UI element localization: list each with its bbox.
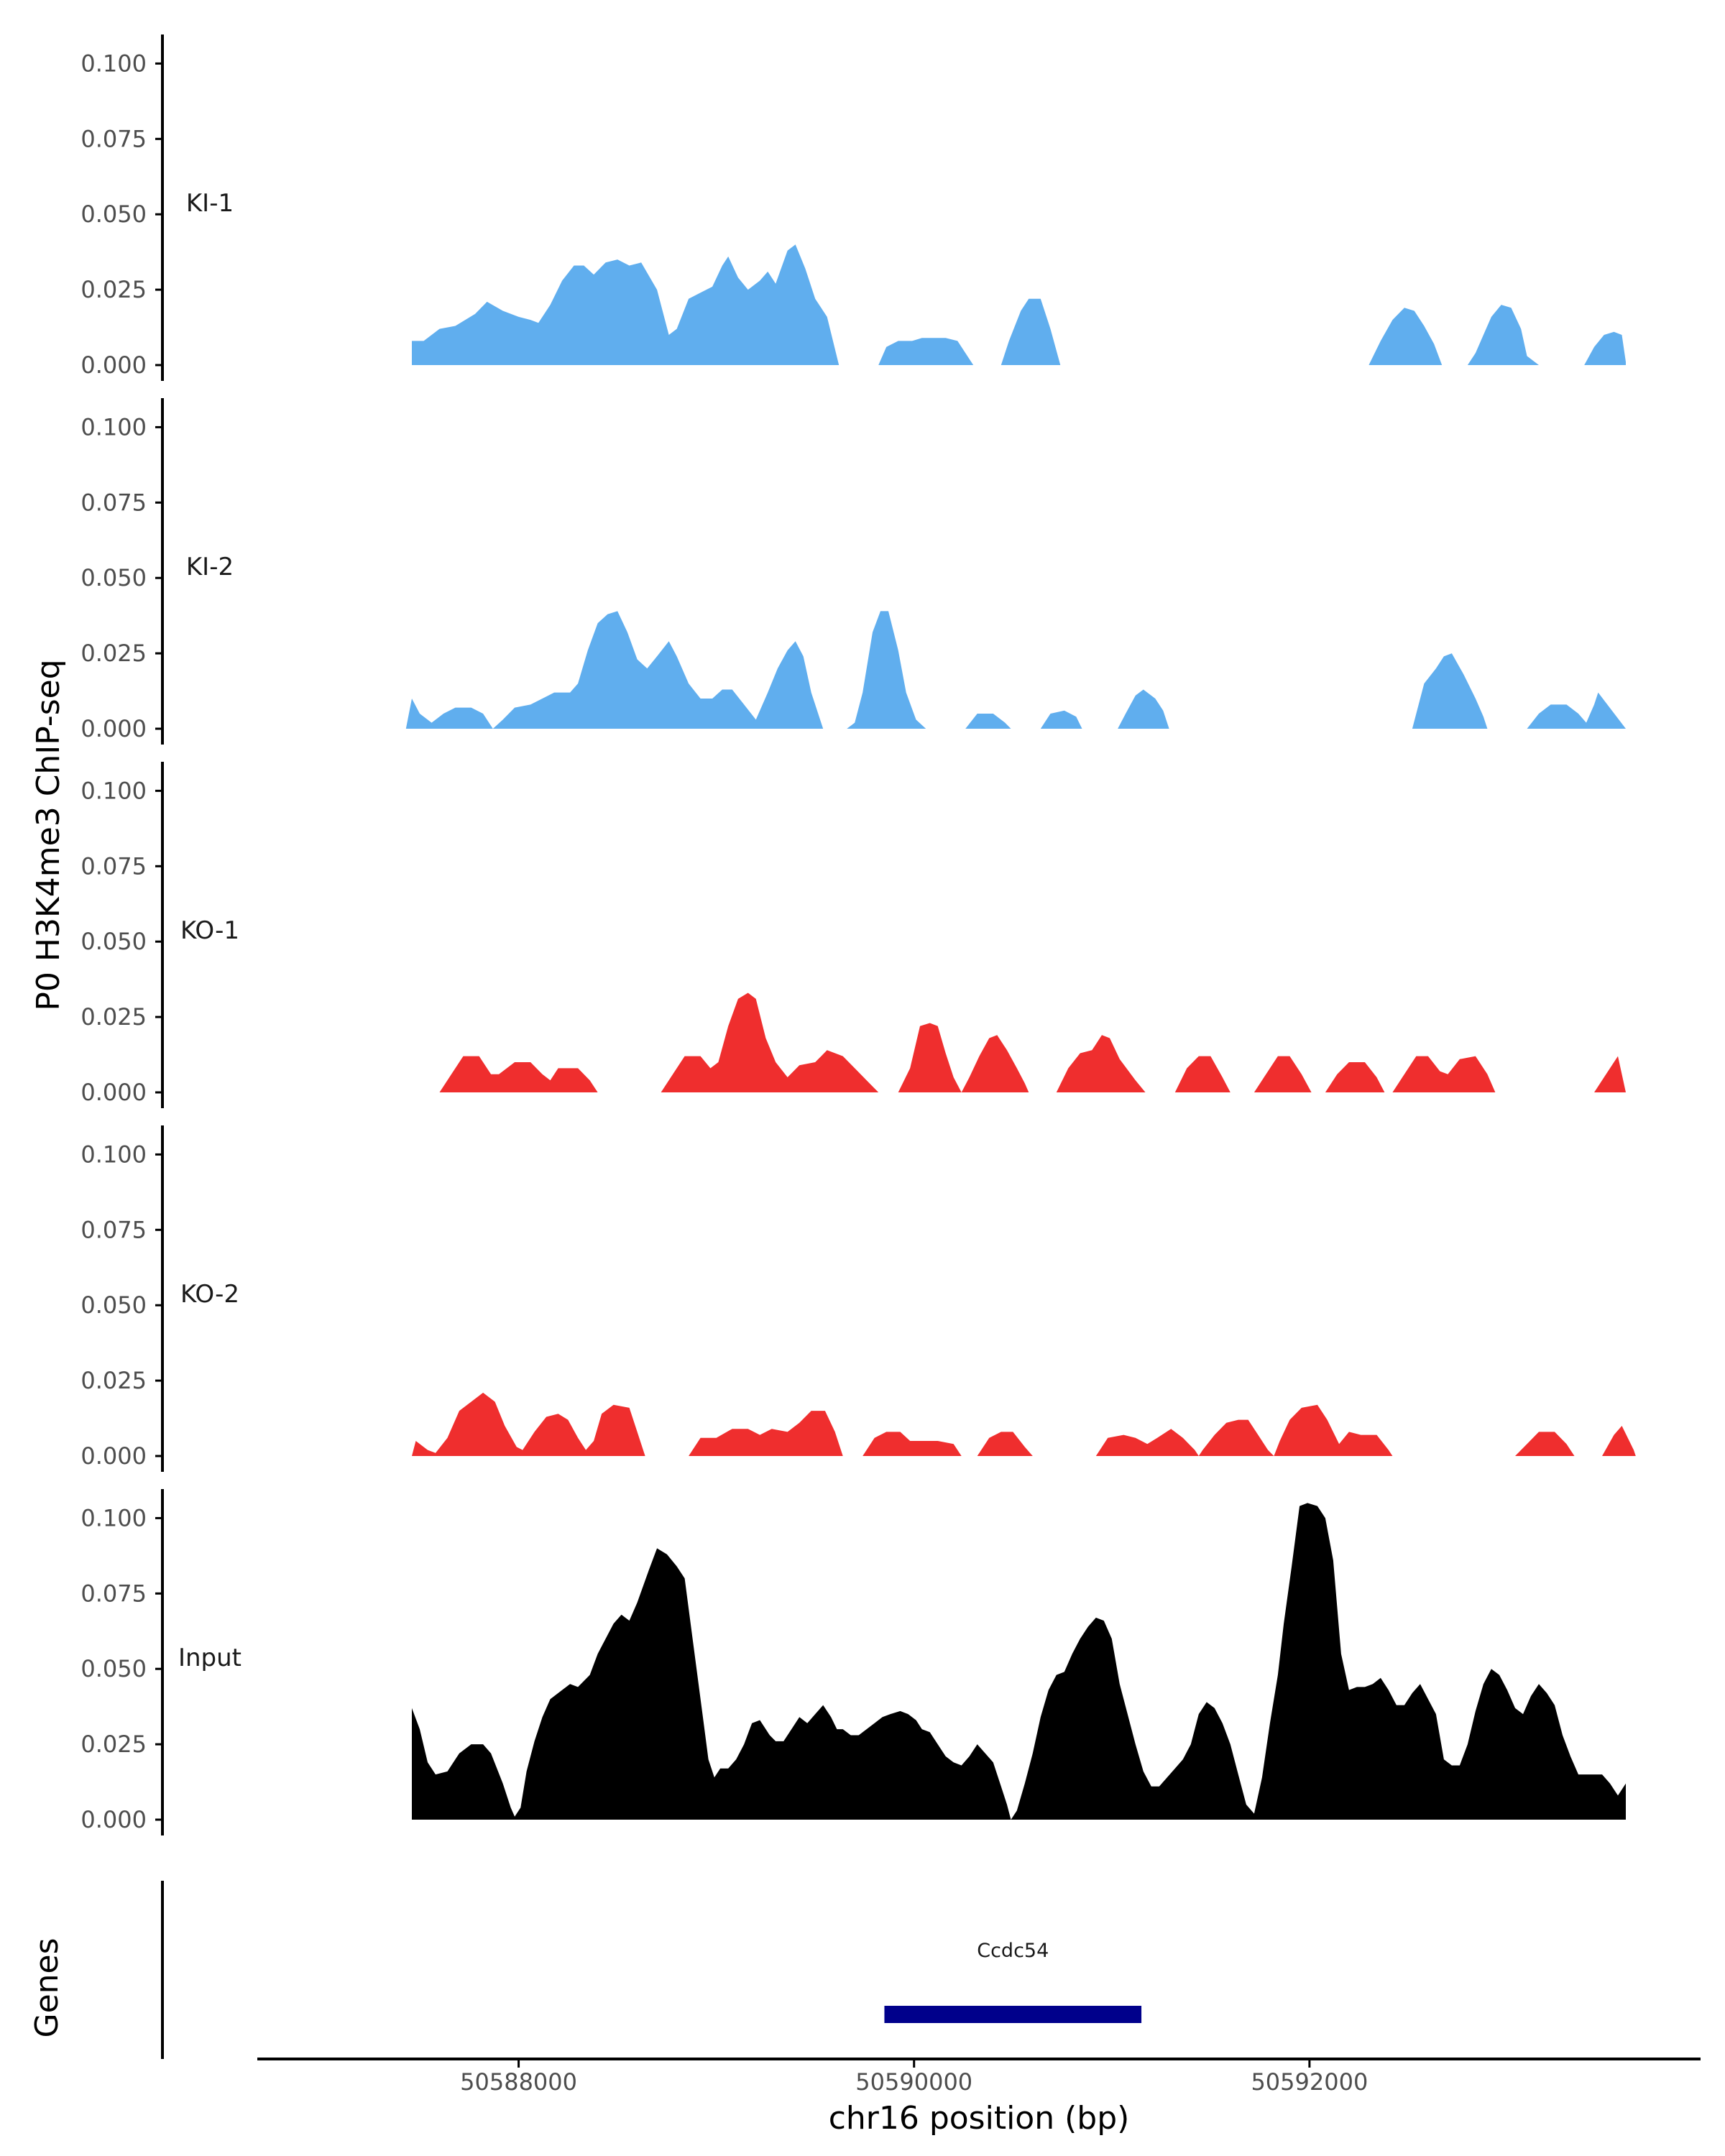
track-label-ki-2: KI-2	[186, 553, 234, 581]
x-axis-title: chr16 position (bp)	[829, 2100, 1130, 2137]
y-tick-label-ko-1: 0.025	[80, 1003, 147, 1031]
y-tick-label-ki-2: 0.100	[80, 413, 147, 441]
y-tick-label-ki-2: 0.025	[80, 640, 147, 667]
y-tick-label-ko-1: 0.050	[80, 928, 147, 955]
coverage-area-ki-1	[412, 244, 1626, 365]
track-input: 0.000 0.025 0.050 0.075 0.100 Input	[80, 1489, 1626, 1835]
y-tick-label-ko-2: 0.100	[80, 1141, 147, 1168]
genes-axis-title: Genes	[29, 1938, 65, 2037]
y-tick-label-input: 0.100	[80, 1504, 147, 1531]
gene-body-ccdc54	[884, 2006, 1142, 2023]
y-tick-label-ki-1: 0.075	[80, 125, 147, 152]
y-tick-label-ki-1: 0.000	[80, 351, 147, 379]
y-tick-label-ko-2: 0.050	[80, 1291, 147, 1319]
y-tick-label-input: 0.025	[80, 1731, 147, 1758]
track-ki-2: 0.000 0.025 0.050 0.075 0.100 KI-2	[80, 398, 1626, 745]
x-tick-label: 50590000	[855, 2068, 972, 2096]
track-ko-2: 0.000 0.025 0.050 0.075 0.100 KO-2	[80, 1125, 1636, 1472]
track-ko-1: 0.000 0.025 0.050 0.075 0.100 KO-1	[80, 762, 1626, 1108]
coverage-area-ko-1	[439, 992, 1626, 1092]
x-ticks: 50588000 50590000 50592000	[460, 2059, 1368, 2096]
x-tick-label: 50588000	[460, 2068, 577, 2096]
y-tick-label-ko-1: 0.100	[80, 777, 147, 804]
track-ki-1: 0.000 0.025 0.050 0.075 0.100 KI-1	[80, 34, 1626, 381]
y-tick-label-ki-2: 0.000	[80, 715, 147, 742]
y-tick-label-input: 0.050	[80, 1655, 147, 1682]
gene-items: Ccdc54	[884, 1940, 1142, 2023]
track-label-ko-2: KO-2	[180, 1280, 239, 1309]
y-tick-label-ko-2: 0.000	[80, 1442, 147, 1470]
gene-label-ccdc54: Ccdc54	[977, 1940, 1049, 1962]
coverage-area-ki-2	[405, 611, 1626, 729]
track-label-ki-1: KI-1	[186, 189, 234, 218]
y-tick-label-ki-1: 0.050	[80, 201, 147, 228]
genes-panel: Genes Ccdc54	[29, 1881, 1142, 2059]
y-tick-label-input: 0.000	[80, 1806, 147, 1833]
y-tick-label-ki-2: 0.050	[80, 564, 147, 591]
y-tick-label-ko-2: 0.075	[80, 1216, 147, 1243]
x-tick-label: 50592000	[1251, 2068, 1368, 2096]
x-axis: 50588000 50590000 50592000 chr16 position …	[257, 2058, 1701, 2137]
y-axis-title: P0 H3K4me3 ChIP-seq	[30, 659, 67, 1010]
coverage-area-ko-2	[412, 1392, 1636, 1456]
track-label-ko-1: KO-1	[180, 916, 239, 945]
y-tick-label-ko-1: 0.075	[80, 852, 147, 880]
y-tick-label-input: 0.075	[80, 1580, 147, 1607]
y-tick-label-ki-1: 0.025	[80, 276, 147, 303]
y-tick-label-ko-1: 0.000	[80, 1079, 147, 1106]
y-tick-label-ki-2: 0.075	[80, 489, 147, 516]
track-label-input: Input	[178, 1644, 242, 1672]
y-tick-label-ki-1: 0.100	[80, 50, 147, 77]
coverage-tracks: 0.0000.0250.0500.0750.100KI-10.0000.0250…	[80, 34, 1636, 1835]
coverage-area-input	[412, 1503, 1626, 1820]
y-tick-label-ko-2: 0.025	[80, 1367, 147, 1394]
